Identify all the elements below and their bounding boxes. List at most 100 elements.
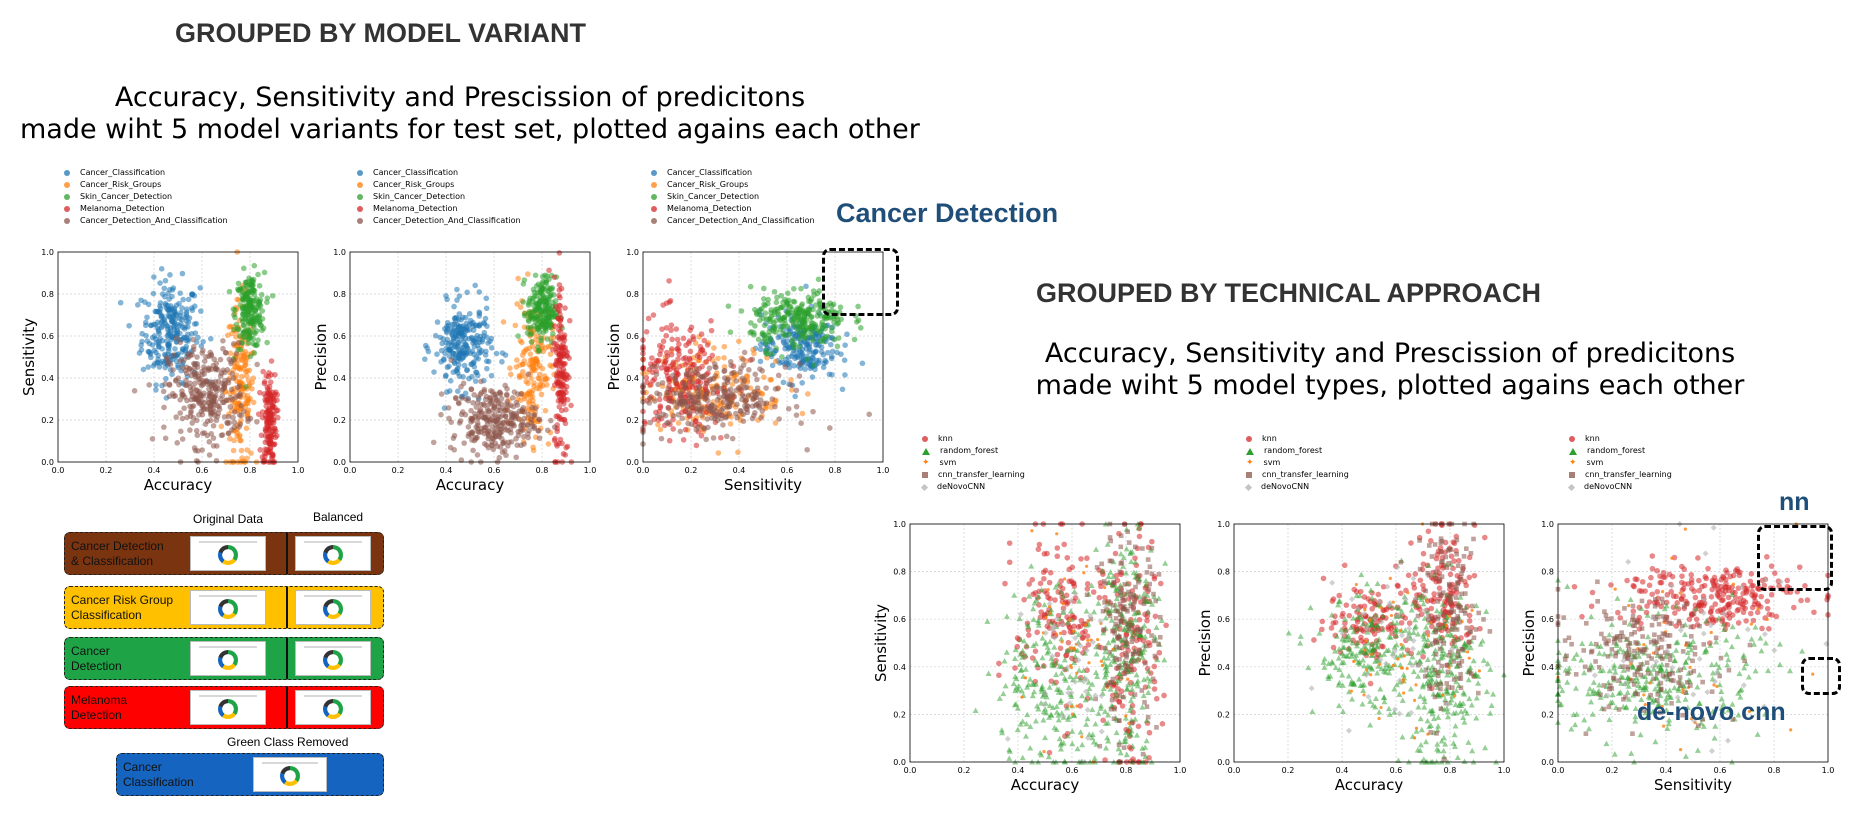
legend-item: Melanoma_Detection [357,203,521,215]
data-point [707,405,714,412]
data-point [232,307,238,313]
right-section-subtitle: Accuracy, Sensitivity and Prescission of… [930,338,1850,402]
data-point [859,360,866,367]
x-tick-label: 0.8 [1120,766,1133,775]
data-point [1034,629,1040,636]
data-point [1082,696,1089,703]
data-point [1082,571,1086,575]
data-point [799,410,806,417]
data-point [742,403,748,409]
x-tick-label: 0.2 [685,466,698,475]
data-point [1154,725,1159,730]
data-point [1428,538,1434,544]
data-point [568,402,574,409]
data-point [817,301,824,308]
y-tick-label: 0.0 [1217,758,1230,767]
legend-label: Skin_Cancer_Detection [667,192,760,201]
data-point [514,301,520,307]
data-point [674,404,680,410]
data-point [659,326,665,332]
data-point [468,407,474,414]
data-point [759,391,766,397]
data-point [1123,632,1130,638]
data-point [1116,718,1122,723]
data-point [208,398,215,404]
column-divider [286,587,288,628]
y-tick-label: 1.0 [333,248,346,257]
data-point [1099,659,1103,663]
data-point [1069,564,1076,571]
data-point [246,300,253,307]
data-point [1030,529,1034,533]
thumbnail-title-line [304,646,362,648]
legend-marker-circle-icon [651,182,657,188]
data-point [1430,598,1437,605]
data-point [772,386,779,392]
data-point [725,303,732,309]
data-point [468,429,475,436]
data-point [763,351,770,357]
data-point [1018,687,1025,694]
data-point [528,330,535,337]
data-point [1040,701,1047,708]
data-point [803,324,810,331]
data-point [190,346,197,353]
data-point [465,397,472,404]
data-point [1032,718,1039,724]
data-point [802,366,808,372]
data-point [229,370,236,377]
data-point [505,402,511,409]
data-point [740,418,747,424]
data-point [159,291,166,297]
donut-chart-icon [218,650,238,671]
data-point [198,408,205,415]
data-point [167,328,174,335]
data-point [250,276,257,283]
data-point [1425,528,1432,535]
data-point [1084,706,1091,713]
data-point [1014,705,1021,711]
data-point [1002,682,1009,689]
data-point [1089,734,1096,741]
legend-label: svm [1263,458,1281,467]
data-point [265,413,271,420]
legend-label: Cancer_Risk_Groups [667,180,749,189]
data-point [1026,581,1033,587]
data-point [1398,645,1405,651]
data-point [470,447,476,454]
data-point [1027,745,1034,751]
data-point [264,299,270,306]
data-point [1053,709,1060,715]
data-point [1030,605,1037,612]
x-tick-label: 1.0 [877,466,890,475]
data-point [1058,631,1063,635]
data-point [470,327,477,334]
x-axis-label: Accuracy [436,476,505,494]
donut-chart-icon [218,699,238,720]
data-point [797,349,804,356]
data-point [1066,578,1073,585]
data-point [791,362,797,369]
data-point [471,337,478,344]
left-subtitle-line2: made wiht 5 model variants for test set,… [20,114,920,145]
data-point [1026,632,1032,638]
legend-label: Melanoma_Detection [80,204,165,213]
data-point [174,440,181,446]
data-point [1139,704,1146,710]
data-point [1132,599,1137,605]
data-point [521,395,528,402]
donut-chart-icon [280,766,300,787]
data-point [227,404,234,410]
legend-label: Cancer_Detection_And_Classification [80,216,228,225]
x-tick-label: 0.4 [733,466,746,475]
legend-item: Cancer_Risk_Groups [64,179,228,191]
data-point [251,350,258,356]
data-point [250,282,256,289]
data-point [564,349,570,356]
data-point [1058,689,1065,695]
data-point [1140,692,1147,699]
data-point [1064,705,1071,711]
data-point [186,365,193,372]
data-point [1088,616,1094,622]
dataset-panel-label: Cancer Risk Group Classification [71,593,174,622]
